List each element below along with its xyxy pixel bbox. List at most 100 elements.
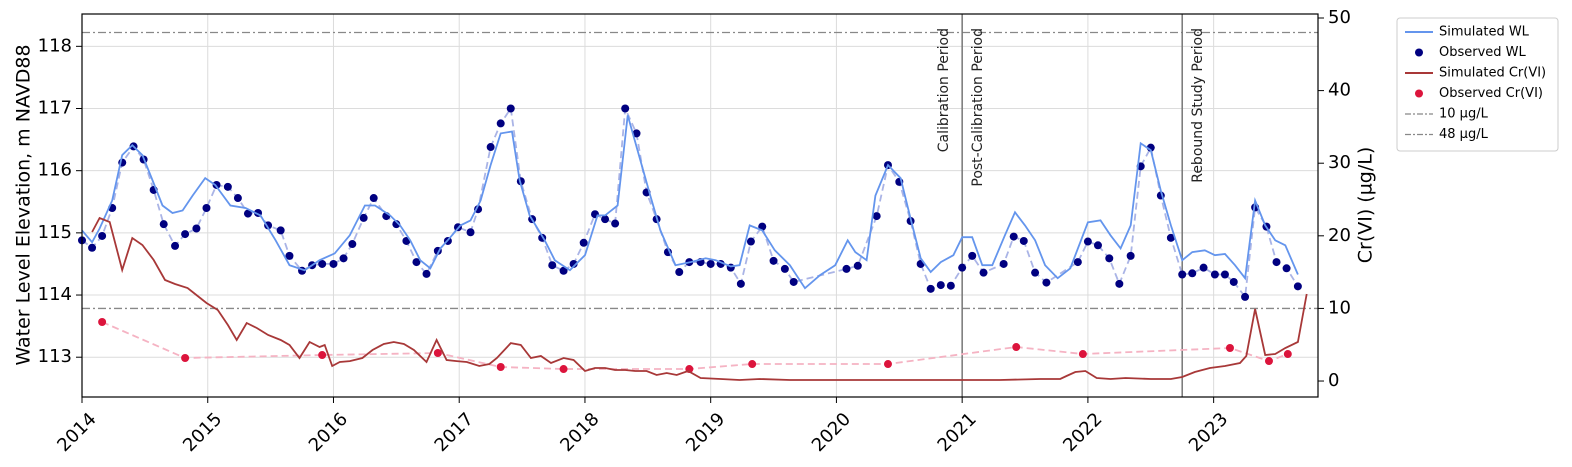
x-tick-label: 2023 (1185, 409, 1232, 456)
data-point (1293, 282, 1302, 291)
y-tick-label: 118 (38, 35, 72, 56)
legend-label: Observed Cr(VI) (1439, 86, 1543, 101)
data-point (329, 259, 338, 268)
data-point (769, 256, 778, 265)
y-tick-label: 113 (38, 346, 72, 367)
data-point (758, 222, 767, 231)
data-point (1042, 278, 1051, 287)
data-point (601, 215, 610, 224)
data-point (842, 264, 851, 273)
data-point (958, 263, 967, 272)
data-point (1093, 241, 1102, 250)
data-point (1083, 237, 1092, 246)
legend-marker (1415, 48, 1423, 57)
data-point (243, 209, 252, 218)
data-point (233, 194, 242, 203)
data-point (223, 182, 232, 191)
data-point (1272, 258, 1281, 267)
data-point (1264, 357, 1273, 366)
data-point (1031, 268, 1040, 277)
data-point (202, 203, 211, 212)
data-point (181, 354, 190, 363)
data-point (98, 317, 107, 326)
legend-label: Simulated Cr(VI) (1439, 66, 1546, 81)
data-point (1225, 343, 1234, 352)
data-point (569, 259, 578, 268)
data-point (979, 268, 988, 277)
x-tick-label: 2015 (179, 409, 226, 456)
data-point (369, 194, 378, 203)
data-point (559, 266, 568, 275)
y-axis-label: Water Level Elevation, m NAVD88 (13, 44, 35, 365)
data-point (559, 365, 568, 374)
y-tick-label: 114 (38, 284, 72, 305)
data-point (392, 220, 401, 229)
data-point (1019, 236, 1028, 245)
y2-tick-label: 0 (1328, 370, 1339, 391)
data-point (496, 119, 505, 128)
data-point (780, 264, 789, 273)
x-tick-label: 2017 (431, 409, 478, 456)
legend-box (1396, 17, 1559, 152)
data-point (339, 254, 348, 263)
data-point (706, 259, 715, 268)
data-point (276, 226, 285, 235)
data-line (91, 216, 1308, 381)
data-point (159, 220, 168, 229)
x-tick-label: 2018 (556, 409, 603, 456)
legend-label: 10 µg/L (1439, 107, 1489, 122)
legend: Simulated WL Observed WL Simulated Cr(VI) O… (1396, 17, 1559, 152)
data-point (506, 104, 515, 113)
data-point (1282, 264, 1291, 273)
data-point (1199, 263, 1208, 272)
data-point (1105, 254, 1114, 263)
legend-label: Simulated WL (1439, 25, 1530, 40)
data-point (1283, 350, 1292, 359)
data-point (579, 238, 588, 247)
y-tick-label: 115 (38, 222, 72, 243)
data-line (81, 115, 1299, 290)
legend-label: 48 µg/L (1439, 127, 1489, 142)
x-tick-label: 2016 (305, 409, 352, 456)
observed-link (101, 321, 1289, 370)
period-label: Rebound Study Period (1190, 28, 1206, 183)
data-point (883, 360, 892, 369)
data-point (1220, 270, 1229, 279)
data-point (999, 259, 1008, 268)
data-point (936, 281, 945, 290)
y-tick-label: 116 (38, 160, 72, 181)
data-point (359, 213, 368, 222)
data-point (1229, 277, 1238, 286)
data-point (1126, 251, 1135, 260)
data-point (1210, 270, 1219, 279)
data-point (412, 258, 421, 267)
observed-link (81, 105, 1299, 300)
data-point (1178, 270, 1187, 279)
data-point (872, 212, 881, 221)
data-point (548, 261, 557, 270)
data-point (212, 180, 221, 189)
data-point (611, 219, 620, 228)
data-point (171, 241, 180, 250)
y2-tick-label: 10 (1328, 297, 1351, 318)
legend-label: Observed WL (1439, 45, 1527, 60)
data-point (98, 231, 107, 240)
data-point (1073, 258, 1082, 267)
legend-marker (1415, 89, 1423, 98)
data-point (946, 281, 955, 290)
data-point (466, 228, 475, 237)
x-tick-label: 2020 (808, 409, 855, 456)
data-point (746, 237, 755, 246)
y2-axis-label: Cr(VI) (µg/L) (1355, 147, 1377, 264)
y-tick-label: 117 (38, 98, 72, 119)
data-point (433, 349, 442, 358)
data-point (181, 230, 190, 239)
data-point (1166, 233, 1175, 242)
y2-tick-label: 30 (1328, 152, 1351, 173)
data-point (318, 259, 327, 268)
data-point (486, 143, 495, 152)
data-point (422, 269, 431, 278)
data-point (1078, 350, 1087, 359)
data-point (285, 251, 294, 260)
